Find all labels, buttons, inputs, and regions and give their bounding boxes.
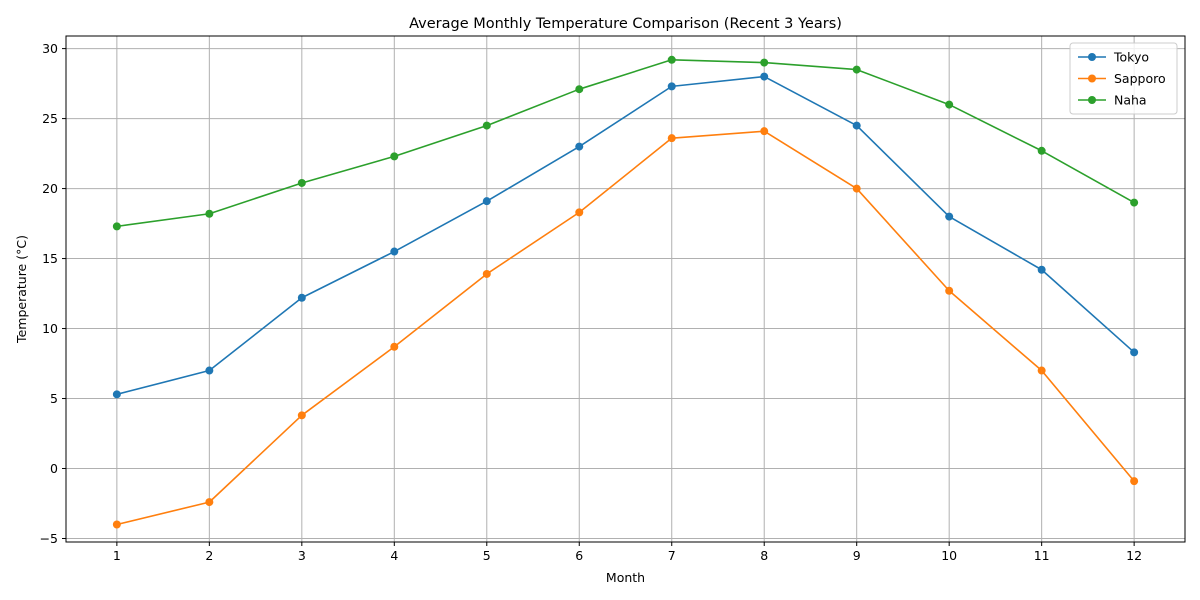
x-tick-label: 2 — [205, 548, 213, 563]
series-line-naha — [116, 58, 1135, 228]
y-tick-label: 5 — [50, 391, 58, 406]
series-line-sapporo — [116, 130, 1135, 526]
legend-label-naha: Naha — [1114, 93, 1147, 108]
data-point-naha — [112, 222, 121, 231]
data-point-sapporo — [112, 520, 121, 529]
data-point-tokyo — [390, 247, 399, 256]
series-layer — [112, 55, 1139, 529]
y-tick-label: 25 — [42, 111, 58, 126]
legend-item-sapporo: Sapporo — [1078, 71, 1166, 86]
data-point-sapporo — [390, 342, 399, 351]
data-point-tokyo — [852, 121, 861, 130]
legend-box — [1069, 42, 1178, 115]
legend-marker-sapporo — [1088, 74, 1096, 83]
data-point-naha — [667, 55, 676, 64]
data-point-sapporo — [945, 286, 954, 295]
data-point-naha — [482, 121, 491, 130]
legend: Tokyo Sapporo Naha — [1069, 42, 1178, 115]
data-point-tokyo — [575, 142, 584, 151]
y-tick-label: 0 — [50, 461, 58, 476]
x-axis-label: Month — [606, 570, 645, 585]
data-point-tokyo — [760, 72, 769, 81]
x-tick-label: 6 — [575, 548, 583, 563]
y-tick-label: 15 — [42, 251, 58, 266]
data-point-sapporo — [1130, 477, 1139, 486]
data-point-naha — [760, 58, 769, 67]
data-point-sapporo — [667, 134, 676, 143]
data-point-sapporo — [297, 411, 306, 420]
plot-frame — [65, 35, 1186, 543]
x-tick-label: 10 — [941, 548, 957, 563]
y-tick-label: 30 — [42, 41, 58, 56]
grid — [66, 36, 1185, 542]
legend-label-sapporo: Sapporo — [1114, 71, 1166, 86]
data-point-sapporo — [760, 127, 769, 136]
series-tokyo — [112, 72, 1139, 399]
x-tick-label: 7 — [668, 548, 676, 563]
x-tick-label: 9 — [853, 548, 861, 563]
data-point-naha — [1130, 198, 1139, 207]
data-point-sapporo — [205, 498, 214, 507]
data-point-naha — [390, 152, 399, 161]
data-point-naha — [945, 100, 954, 109]
data-point-tokyo — [482, 197, 491, 206]
legend-item-tokyo: Tokyo — [1078, 50, 1149, 65]
legend-item-naha: Naha — [1078, 93, 1147, 108]
x-tick-label: 4 — [390, 548, 398, 563]
data-point-tokyo — [112, 390, 121, 399]
data-point-sapporo — [852, 184, 861, 193]
x-tick-label: 1 — [113, 548, 121, 563]
data-point-tokyo — [205, 366, 214, 375]
data-point-sapporo — [575, 208, 584, 217]
data-point-sapporo — [1037, 366, 1046, 375]
y-tick-label: −5 — [40, 531, 58, 546]
x-tick-label: 8 — [760, 548, 768, 563]
data-point-tokyo — [1130, 348, 1139, 357]
y-axis-label: Temperature (°C) — [14, 235, 29, 344]
x-tick-label: 12 — [1126, 548, 1142, 563]
data-point-tokyo — [667, 82, 676, 91]
data-point-naha — [1037, 146, 1046, 155]
series-line-tokyo — [116, 75, 1135, 396]
legend-marker-naha — [1088, 96, 1096, 104]
x-tick-label: 11 — [1034, 548, 1050, 563]
x-tick-label: 3 — [298, 548, 306, 563]
series-sapporo — [112, 127, 1139, 529]
data-point-naha — [575, 85, 584, 94]
x-tick-label: 5 — [483, 548, 491, 563]
data-point-naha — [852, 65, 861, 74]
series-naha — [112, 55, 1139, 231]
y-tick-label: 20 — [42, 181, 58, 196]
data-point-naha — [205, 209, 214, 218]
data-point-tokyo — [945, 212, 954, 221]
y-tick-label: 10 — [42, 321, 58, 336]
data-point-naha — [297, 178, 306, 187]
data-point-sapporo — [482, 269, 491, 278]
data-point-tokyo — [297, 293, 306, 302]
legend-marker-tokyo — [1088, 53, 1096, 61]
legend-label-tokyo: Tokyo — [1113, 50, 1149, 65]
data-point-tokyo — [1037, 265, 1046, 274]
chart-title: Average Monthly Temperature Comparison (… — [409, 16, 842, 32]
